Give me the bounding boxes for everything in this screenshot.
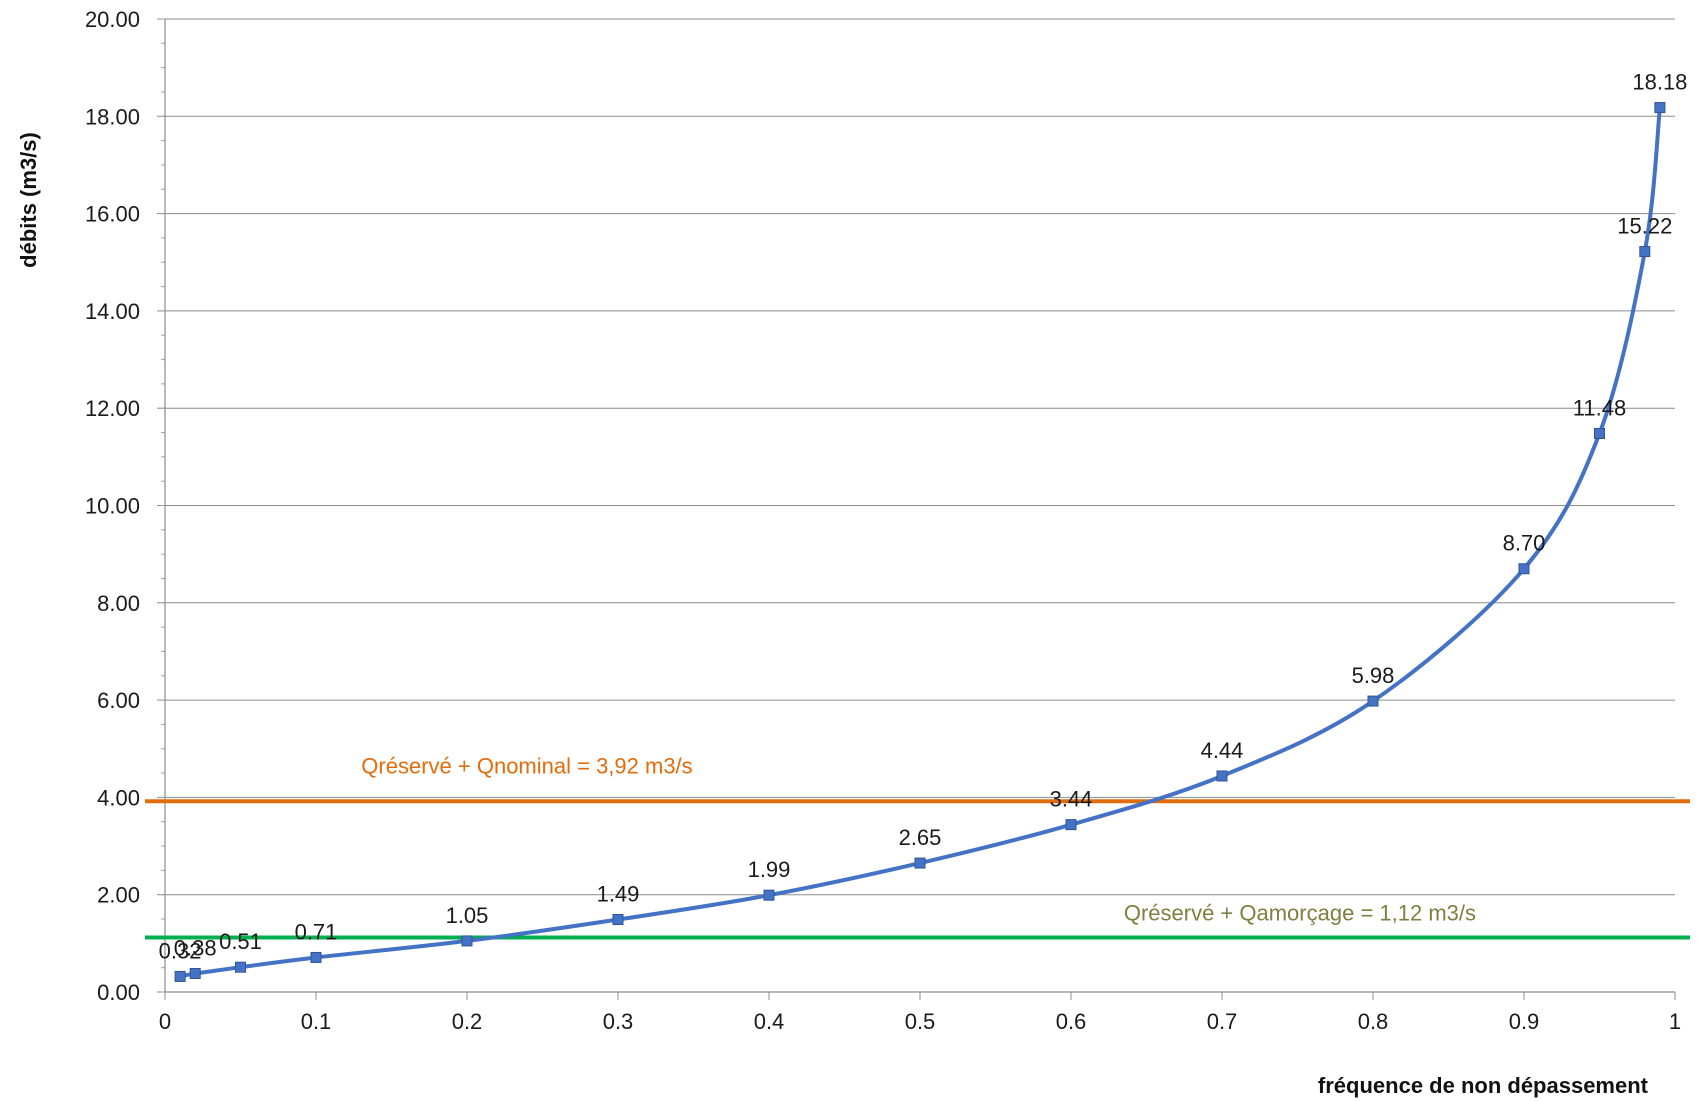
data-label: 0.71 [295,919,338,944]
data-point [1654,102,1666,114]
x-tick-labels: 0 0.1 0.2 0.3 0.4 0.5 0.6 0.7 0.8 0.9 1 [159,1009,1681,1034]
data-label: 3.44 [1050,787,1093,812]
x-tick-label: 0.7 [1207,1009,1238,1034]
data-point [1639,246,1651,258]
series-group [174,102,1666,982]
y-tick-label: 6.00 [97,688,140,713]
data-label: 8.70 [1503,531,1546,556]
y-tick-label: 4.00 [97,785,140,810]
reference-lines: Qréservé + Qnominal = 3,92 m3/s Qréservé … [145,753,1690,940]
x-tick-label: 0.1 [301,1009,332,1034]
y-tick-label: 12.00 [85,396,140,421]
data-point [1518,563,1530,575]
x-tick-label: 0.2 [452,1009,483,1034]
data-point [461,935,473,947]
x-tick-label: 0.4 [754,1009,785,1034]
y-tick-label: 16.00 [85,202,140,227]
data-label: 11.48 [1573,395,1626,420]
y-tick-label: 8.00 [97,591,140,616]
data-point [174,970,186,982]
data-label: 15.22 [1617,214,1672,239]
data-point [189,968,201,980]
data-label: 18.18 [1632,70,1687,95]
y-tick-label: 14.00 [85,299,140,324]
y-tick-label: 20.00 [85,7,140,32]
data-labels: 0.320.38 0.51 0.71 1.05 1.49 1.99 2.65 3.44 4.44… [159,70,1688,964]
y-tick-label: 18.00 [85,104,140,129]
data-label: 2.65 [899,825,942,850]
data-point [763,889,775,901]
x-tick-label: 0 [159,1009,171,1034]
y-tick-labels: 0.00 2.00 4.00 6.00 8.00 10.00 12.00 14.00 16.00… [85,7,140,1005]
y-axis-title: débits (m3/s) [16,132,41,268]
x-tick-label: 1 [1669,1009,1681,1034]
reference-line-label: Qréservé + Qamorçage = 1,12 m3/s [1124,901,1476,926]
data-label: 0.32 [159,938,202,963]
data-point [1367,695,1379,707]
x-tick-label: 0.3 [603,1009,634,1034]
y-tick-label: 2.00 [97,883,140,908]
series-line [179,107,1662,979]
data-point [1216,770,1228,782]
data-label: 1.05 [446,903,489,928]
data-label: 0.38 [174,936,217,961]
x-tick-label: 0.9 [1509,1009,1540,1034]
axes [157,18,1676,1000]
x-axis-title: fréquence de non dépassement [1318,1073,1649,1098]
data-point [310,951,322,963]
x-tick-label: 0.8 [1358,1009,1389,1034]
data-label: 5.98 [1352,663,1395,688]
gridlines [165,18,1675,896]
data-label: 1.49 [597,882,640,907]
data-point [235,961,246,973]
data-point [612,914,624,926]
data-point [1594,427,1605,439]
x-tick-label: 0.5 [905,1009,936,1034]
data-label: 1.99 [748,857,791,882]
y-tick-label: 0.00 [97,980,140,1005]
data-point [1065,819,1077,831]
x-tick-label: 0.6 [1056,1009,1087,1034]
y-tick-label: 10.00 [85,494,140,519]
reference-line-label: Qréservé + Qnominal = 3,92 m3/s [361,753,692,778]
data-label: 4.44 [1201,738,1244,763]
data-point [914,857,926,869]
data-label: 0.51 [219,929,262,954]
